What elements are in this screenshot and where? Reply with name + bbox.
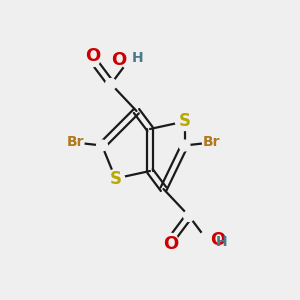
Circle shape xyxy=(106,169,124,188)
Text: O: O xyxy=(164,235,178,253)
Text: H: H xyxy=(216,236,227,249)
Text: Br: Br xyxy=(203,136,220,149)
Circle shape xyxy=(164,233,178,247)
Circle shape xyxy=(184,211,194,221)
Text: O: O xyxy=(111,51,126,69)
Text: Br: Br xyxy=(66,136,84,149)
Circle shape xyxy=(202,134,220,152)
Circle shape xyxy=(199,232,215,248)
Circle shape xyxy=(179,140,190,151)
Text: O: O xyxy=(210,231,225,249)
Text: S: S xyxy=(178,112,190,130)
Text: S: S xyxy=(110,169,122,188)
Circle shape xyxy=(66,134,84,152)
Circle shape xyxy=(121,52,137,68)
Text: O: O xyxy=(85,47,100,65)
Circle shape xyxy=(97,140,107,151)
Text: H: H xyxy=(132,52,143,65)
Circle shape xyxy=(86,53,100,67)
Circle shape xyxy=(106,79,116,89)
Circle shape xyxy=(176,112,194,130)
